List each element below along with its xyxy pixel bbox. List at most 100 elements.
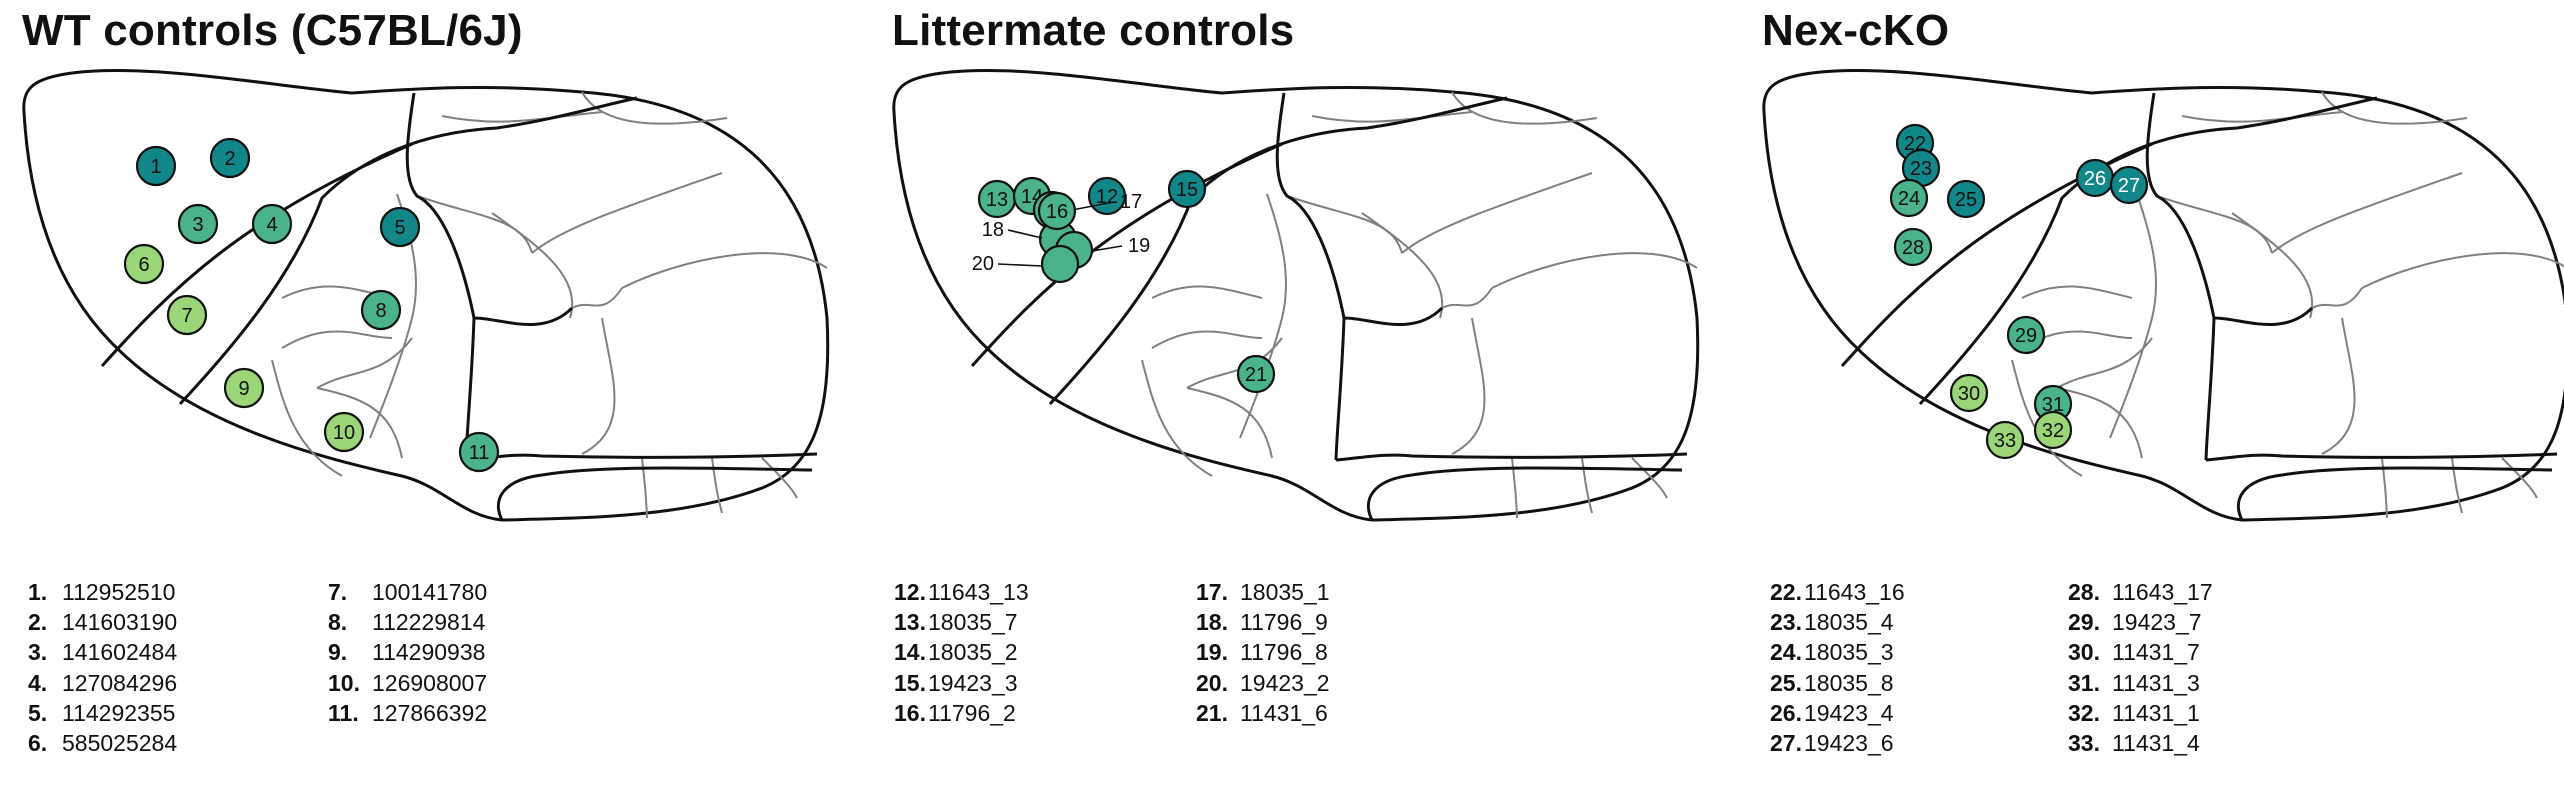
- legend-sample-id: 114290938: [372, 639, 486, 666]
- area-boundary: [2321, 91, 2468, 125]
- legend-item: 7. 100141780: [328, 577, 487, 607]
- recording-site-15: 15: [1167, 169, 1207, 209]
- legend-item: 3. 141602484: [28, 637, 177, 667]
- site-label: 6: [138, 254, 149, 276]
- area-boundary: [2451, 457, 2463, 514]
- recording-site-32: 32: [2033, 410, 2073, 450]
- area-boundary: [711, 457, 723, 514]
- site-label: 2: [224, 148, 235, 170]
- legend-number: 25.: [1770, 669, 1802, 696]
- site-marker: [1893, 227, 1933, 267]
- legend-sample-id: 11796_8: [1240, 639, 1328, 666]
- site-marker: [177, 203, 219, 245]
- legend-number: 7.: [328, 579, 348, 605]
- legend-sample-id: 19423_2: [1240, 669, 1330, 696]
- legend-sample-id: 141602484: [62, 639, 178, 666]
- legend-number: 12.: [894, 579, 926, 605]
- area-boundary: [1186, 387, 1273, 459]
- legend-number: 3.: [28, 639, 48, 666]
- recording-site-1: 1: [135, 145, 177, 187]
- area-boundary: [1511, 457, 1518, 519]
- recording-site-9: 9: [223, 367, 265, 409]
- area-boundary: [581, 317, 616, 455]
- area-boundary-major: [1048, 96, 1508, 406]
- legend-sample-id: 11643_17: [2112, 579, 2213, 605]
- recording-site-29: 29: [2006, 315, 2046, 355]
- site-label: 20: [972, 253, 994, 275]
- recording-site-24: 24: [1889, 178, 1929, 218]
- legend-number: 18.: [1196, 609, 1228, 636]
- site-label: 13: [986, 189, 1008, 211]
- site-label: 25: [1955, 189, 1977, 211]
- area-boundary: [531, 172, 723, 254]
- site-marker: [1946, 179, 1986, 219]
- legend-sample-id: 11431_4: [2112, 730, 2200, 757]
- site-label: 32: [2042, 420, 2064, 442]
- legend-number: 26.: [1770, 699, 1802, 726]
- site-label: 30: [1958, 383, 1980, 405]
- legend-sample-id: 19423_7: [2112, 609, 2202, 636]
- area-boundary: [2231, 212, 2313, 319]
- area-boundary-major: [2145, 92, 2216, 461]
- legend-item: 11. 127866392: [328, 698, 487, 728]
- recording-site-21: 21: [1236, 354, 1276, 394]
- legend-sample-id: 11431_7: [2112, 639, 2200, 666]
- area-boundary-major: [405, 92, 476, 461]
- legend-number: 31.: [2068, 669, 2100, 696]
- legend-sample-id: 11643_16: [1804, 579, 1905, 605]
- panel-littermate-controls: Littermate controls 12 13 14 15 17 18 19 20 16 21…: [892, 0, 1752, 788]
- recording-site-28: 28: [1893, 227, 1933, 267]
- legend-item: 31. 11431_3: [2068, 668, 2213, 698]
- area-boundary: [1451, 91, 1598, 125]
- area-boundary-major: [2213, 306, 2314, 326]
- legend-item: 23.18035_4: [1770, 607, 1905, 637]
- area-boundary-major: [2205, 452, 2558, 462]
- recording-site-25: 25: [1946, 179, 1986, 219]
- legend-number: 28.: [2068, 579, 2100, 605]
- legend-sample-id: 11431_3: [2112, 669, 2200, 696]
- area-boundary: [2156, 195, 2273, 254]
- cortex-map: 1 2 3 4 5 6 7 8 9 10 11: [22, 69, 830, 522]
- site-label: 23: [1910, 158, 1932, 180]
- legend-column-2: 28. 11643_17 29. 19423_7 30. 11431_7 31. 11431_…: [2068, 577, 2213, 758]
- area-boundary: [2109, 193, 2157, 439]
- legend-sample-id: 18035_4: [1804, 609, 1894, 636]
- area-boundary: [271, 359, 343, 477]
- site-marker: [1040, 244, 1080, 284]
- site-marker: [166, 294, 208, 336]
- site-label: 9: [238, 378, 249, 400]
- area-boundary-major: [473, 306, 574, 326]
- area-boundary-major: [1343, 306, 1444, 326]
- site-marker: [251, 203, 293, 245]
- legend-item: 33. 11431_4: [2068, 728, 2213, 758]
- legend-item: 21. 11431_6: [1196, 698, 1330, 728]
- legend-item: 14.18035_2: [894, 637, 1029, 667]
- recording-site-6: 6: [123, 243, 165, 285]
- legend-sample-id: 11431_1: [2112, 699, 2200, 726]
- legend-number: 20.: [1196, 669, 1228, 696]
- area-boundary: [1441, 287, 1493, 309]
- area-boundary: [316, 337, 413, 389]
- legend-number: 13.: [894, 609, 926, 636]
- panel-wt-controls: WT controls (C57BL/6J) 1 2 3 4 5 6 7 8 9 10 11 1. 1…: [22, 0, 882, 788]
- legend-number: 4.: [28, 669, 48, 696]
- site-marker: [135, 145, 177, 187]
- site-label: 24: [1898, 188, 1920, 210]
- legend-sample-id: 18035_1: [1240, 579, 1330, 605]
- legend-sample-id: 19423_6: [1804, 730, 1894, 757]
- legend-number: 22.: [1770, 579, 1802, 605]
- legend-item: 12.11643_13: [894, 577, 1029, 607]
- legend-number: 16.: [894, 699, 926, 726]
- area-boundary-major: [178, 96, 638, 406]
- cortex-outline: [22, 69, 830, 522]
- legend-sample-id: 18035_3: [1804, 639, 1894, 666]
- site-label: 29: [2015, 325, 2037, 347]
- legend-sample-id: 127084296: [62, 669, 178, 696]
- site-marker: [379, 206, 421, 248]
- site-label: 4: [266, 214, 277, 236]
- area-boundary: [2011, 359, 2083, 477]
- area-boundary: [1286, 195, 1403, 254]
- site-label: 18: [982, 219, 1004, 241]
- legend-item: 19. 11796_8: [1196, 637, 1330, 667]
- area-boundary: [2381, 457, 2388, 519]
